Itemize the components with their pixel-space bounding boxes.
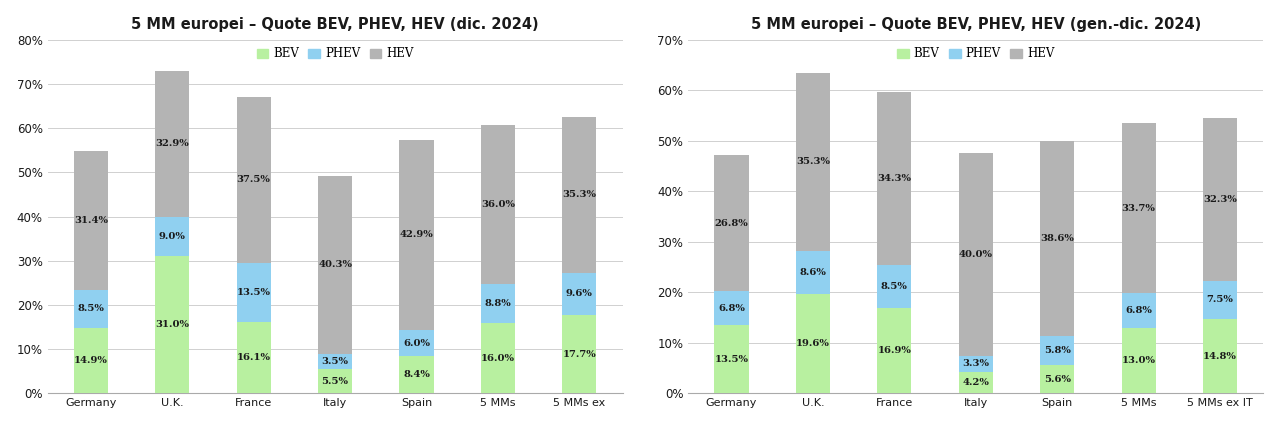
- Title: 5 MM europei – Quote BEV, PHEV, HEV (gen.-dic. 2024): 5 MM europei – Quote BEV, PHEV, HEV (gen…: [750, 17, 1201, 32]
- Bar: [317, 176, 352, 354]
- Text: 36.0%: 36.0%: [481, 200, 515, 209]
- Text: 13.5%: 13.5%: [714, 355, 749, 364]
- Text: 5.8%: 5.8%: [1043, 346, 1070, 355]
- Text: 32.3%: 32.3%: [1203, 195, 1236, 204]
- Bar: [237, 322, 271, 394]
- Bar: [1121, 123, 1156, 293]
- Text: 6.8%: 6.8%: [1125, 306, 1152, 315]
- Bar: [562, 315, 596, 394]
- Bar: [1041, 336, 1074, 365]
- Bar: [481, 125, 515, 284]
- Text: 3.5%: 3.5%: [321, 357, 348, 366]
- Text: 14.9%: 14.9%: [74, 356, 108, 365]
- Bar: [1203, 281, 1238, 319]
- Text: 37.5%: 37.5%: [237, 175, 270, 184]
- Text: 6.8%: 6.8%: [718, 303, 745, 312]
- Bar: [1121, 328, 1156, 394]
- Bar: [796, 251, 829, 295]
- Text: 42.9%: 42.9%: [399, 230, 434, 239]
- Text: 7.5%: 7.5%: [1207, 295, 1234, 304]
- Text: 40.3%: 40.3%: [319, 260, 352, 269]
- Text: 13.0%: 13.0%: [1121, 356, 1156, 365]
- Text: 9.0%: 9.0%: [159, 232, 186, 241]
- Text: 32.9%: 32.9%: [155, 139, 189, 148]
- Bar: [1041, 141, 1074, 336]
- Bar: [1121, 293, 1156, 328]
- Legend: BEV, PHEV, HEV: BEV, PHEV, HEV: [897, 48, 1055, 60]
- Bar: [796, 73, 829, 251]
- Text: 8.4%: 8.4%: [403, 371, 430, 380]
- Bar: [155, 256, 189, 394]
- Bar: [877, 265, 911, 308]
- Bar: [796, 295, 829, 394]
- Text: 8.5%: 8.5%: [881, 282, 908, 291]
- Text: 8.6%: 8.6%: [800, 268, 827, 277]
- Bar: [481, 284, 515, 323]
- Bar: [959, 153, 993, 356]
- Text: 40.0%: 40.0%: [959, 250, 993, 259]
- Bar: [1203, 319, 1238, 394]
- Bar: [399, 330, 434, 356]
- Text: 9.6%: 9.6%: [566, 289, 593, 298]
- Text: 31.0%: 31.0%: [155, 320, 189, 329]
- Text: 38.6%: 38.6%: [1041, 234, 1074, 243]
- Bar: [155, 71, 189, 217]
- Bar: [481, 323, 515, 394]
- Bar: [399, 140, 434, 330]
- Legend: BEV, PHEV, HEV: BEV, PHEV, HEV: [256, 48, 413, 60]
- Bar: [714, 156, 749, 291]
- Bar: [237, 97, 271, 263]
- Bar: [74, 290, 108, 328]
- Text: 34.3%: 34.3%: [877, 174, 911, 183]
- Bar: [155, 217, 189, 256]
- Text: 26.8%: 26.8%: [714, 219, 749, 228]
- Text: 16.9%: 16.9%: [877, 346, 911, 355]
- Bar: [877, 308, 911, 394]
- Text: 17.7%: 17.7%: [562, 350, 596, 359]
- Text: 8.8%: 8.8%: [485, 299, 511, 308]
- Bar: [714, 325, 749, 394]
- Bar: [959, 356, 993, 372]
- Text: 31.4%: 31.4%: [74, 216, 108, 225]
- Bar: [237, 263, 271, 322]
- Bar: [317, 369, 352, 394]
- Text: 3.3%: 3.3%: [963, 360, 989, 368]
- Text: 8.5%: 8.5%: [77, 304, 104, 313]
- Text: 6.0%: 6.0%: [403, 339, 430, 348]
- Title: 5 MM europei – Quote BEV, PHEV, HEV (dic. 2024): 5 MM europei – Quote BEV, PHEV, HEV (dic…: [132, 17, 539, 32]
- Text: 33.7%: 33.7%: [1121, 204, 1156, 213]
- Bar: [317, 354, 352, 369]
- Bar: [74, 151, 108, 290]
- Bar: [714, 291, 749, 325]
- Bar: [877, 92, 911, 265]
- Text: 5.6%: 5.6%: [1043, 375, 1070, 384]
- Text: 5.5%: 5.5%: [321, 377, 348, 386]
- Text: 19.6%: 19.6%: [796, 340, 829, 348]
- Bar: [399, 356, 434, 394]
- Text: 14.8%: 14.8%: [1203, 351, 1236, 360]
- Text: 35.3%: 35.3%: [796, 157, 829, 166]
- Bar: [562, 117, 596, 273]
- Text: 16.0%: 16.0%: [481, 354, 515, 363]
- Text: 4.2%: 4.2%: [963, 378, 989, 387]
- Bar: [1203, 118, 1238, 281]
- Bar: [74, 328, 108, 394]
- Bar: [1041, 365, 1074, 394]
- Text: 13.5%: 13.5%: [237, 288, 270, 297]
- Bar: [562, 273, 596, 315]
- Text: 16.1%: 16.1%: [237, 353, 270, 363]
- Bar: [959, 372, 993, 394]
- Text: 35.3%: 35.3%: [562, 190, 596, 199]
